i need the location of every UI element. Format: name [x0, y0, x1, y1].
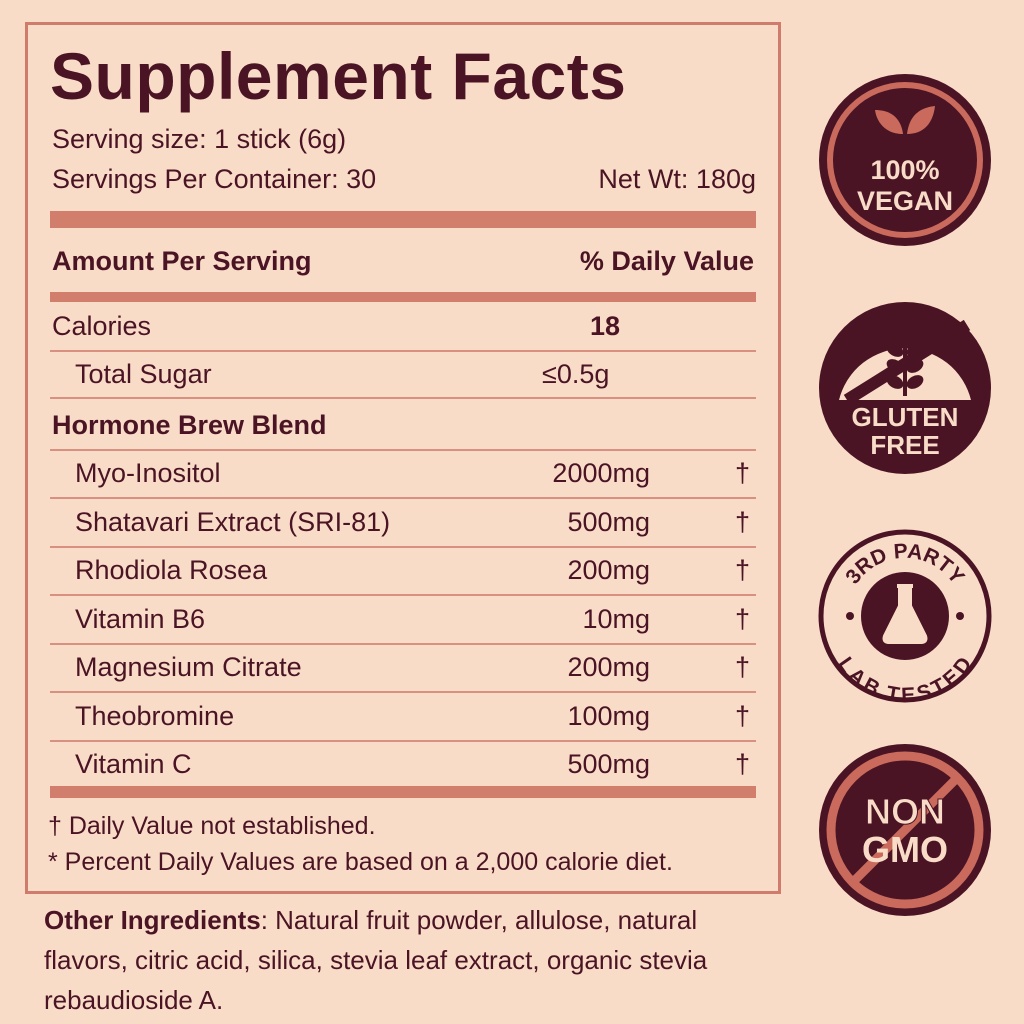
- ingredient-name: Magnesium Citrate: [75, 652, 302, 682]
- ingredient-amount: 10mg: [582, 603, 650, 634]
- divider: [50, 594, 756, 596]
- lab-tested-badge: 3RD PARTY LAB TESTED: [818, 529, 992, 704]
- ingredient-amount: 2000mg: [552, 458, 650, 488]
- leaf-icon: [875, 106, 935, 134]
- ingredient-name: Vitamin B6: [75, 603, 206, 634]
- divider-thick: [50, 786, 756, 798]
- ingredient-name: Myo-Inositol: [75, 458, 221, 488]
- servings-per-container: Servings Per Container: 30: [52, 164, 377, 194]
- blend-label: Hormone Brew Blend: [52, 410, 327, 440]
- ingredient-daily-value: †: [735, 652, 751, 682]
- prohibited-icon: [849, 774, 961, 886]
- header-amount: Amount Per Serving: [52, 246, 312, 276]
- flask-icon: [882, 584, 928, 644]
- ingredient-name: Rhodiola Rosea: [75, 555, 268, 585]
- ingredient-amount: 500mg: [567, 506, 650, 537]
- divider: [50, 350, 756, 352]
- supplement-facts-panel: [25, 22, 781, 894]
- ingredient-amount: 500mg: [567, 749, 650, 779]
- gmo-badge-line2: GMO: [862, 829, 948, 870]
- ingredient-name: Theobromine: [75, 700, 235, 731]
- ingredient-daily-value: †: [735, 700, 751, 731]
- vegan-badge-line1: 100%: [870, 155, 939, 185]
- header-daily-value: % Daily Value: [579, 246, 754, 276]
- ingredient-amount: 200mg: [567, 555, 650, 585]
- ingredient-daily-value: †: [735, 555, 751, 585]
- divider-thick: [50, 211, 756, 228]
- ingredient-daily-value: †: [735, 749, 751, 779]
- ingredient-name: Shatavari Extract (SRI-81): [75, 506, 391, 537]
- ingredient-name: Vitamin C: [75, 749, 192, 779]
- divider: [50, 691, 756, 693]
- vegan-badge-line2: VEGAN: [857, 186, 953, 216]
- ingredient-daily-value: †: [735, 603, 751, 634]
- ingredient-amount: 100mg: [567, 700, 650, 731]
- net-weight: Net Wt: 180g: [598, 164, 756, 194]
- ingredient-daily-value: †: [735, 458, 751, 488]
- ingredient-amount: 200mg: [567, 652, 650, 682]
- gluten-free-badge: GLUTEN FREE: [819, 302, 991, 474]
- footnote-percent: * Percent Daily Values are based on a 2,…: [48, 848, 673, 876]
- calories-value: 18: [589, 311, 621, 341]
- divider: [50, 545, 756, 548]
- divider: [50, 449, 756, 451]
- divider-medium: [50, 292, 756, 302]
- page-title: Supplement Facts: [50, 39, 627, 113]
- sugar-label: Total Sugar: [75, 359, 212, 389]
- other-ingredients: Other Ingredients: Natural fruit powder,…: [44, 900, 744, 1020]
- serving-size: Serving size: 1 stick (6g): [52, 124, 347, 154]
- ingredient-daily-value: †: [735, 506, 751, 537]
- sugar-value: ≤0.5g: [542, 359, 610, 389]
- wheat-icon: [886, 324, 924, 396]
- other-ingredients-label: Other Ingredients: [44, 905, 261, 935]
- divider: [50, 497, 756, 499]
- gmo-badge-line1: NON: [865, 791, 945, 832]
- divider: [50, 739, 756, 742]
- gluten-badge-line2: FREE: [870, 430, 939, 460]
- gluten-badge-line1: GLUTEN: [852, 402, 959, 432]
- non-gmo-badge: NON GMO: [819, 744, 991, 916]
- vegan-badge: 100% VEGAN: [819, 74, 991, 246]
- divider: [50, 397, 756, 399]
- calories-label: Calories: [52, 311, 152, 341]
- divider: [50, 642, 756, 645]
- other-ingredients-text: : Natural fruit powder, allulose, natura…: [44, 905, 708, 1015]
- footnote-dagger: † Daily Value not established.: [48, 812, 376, 840]
